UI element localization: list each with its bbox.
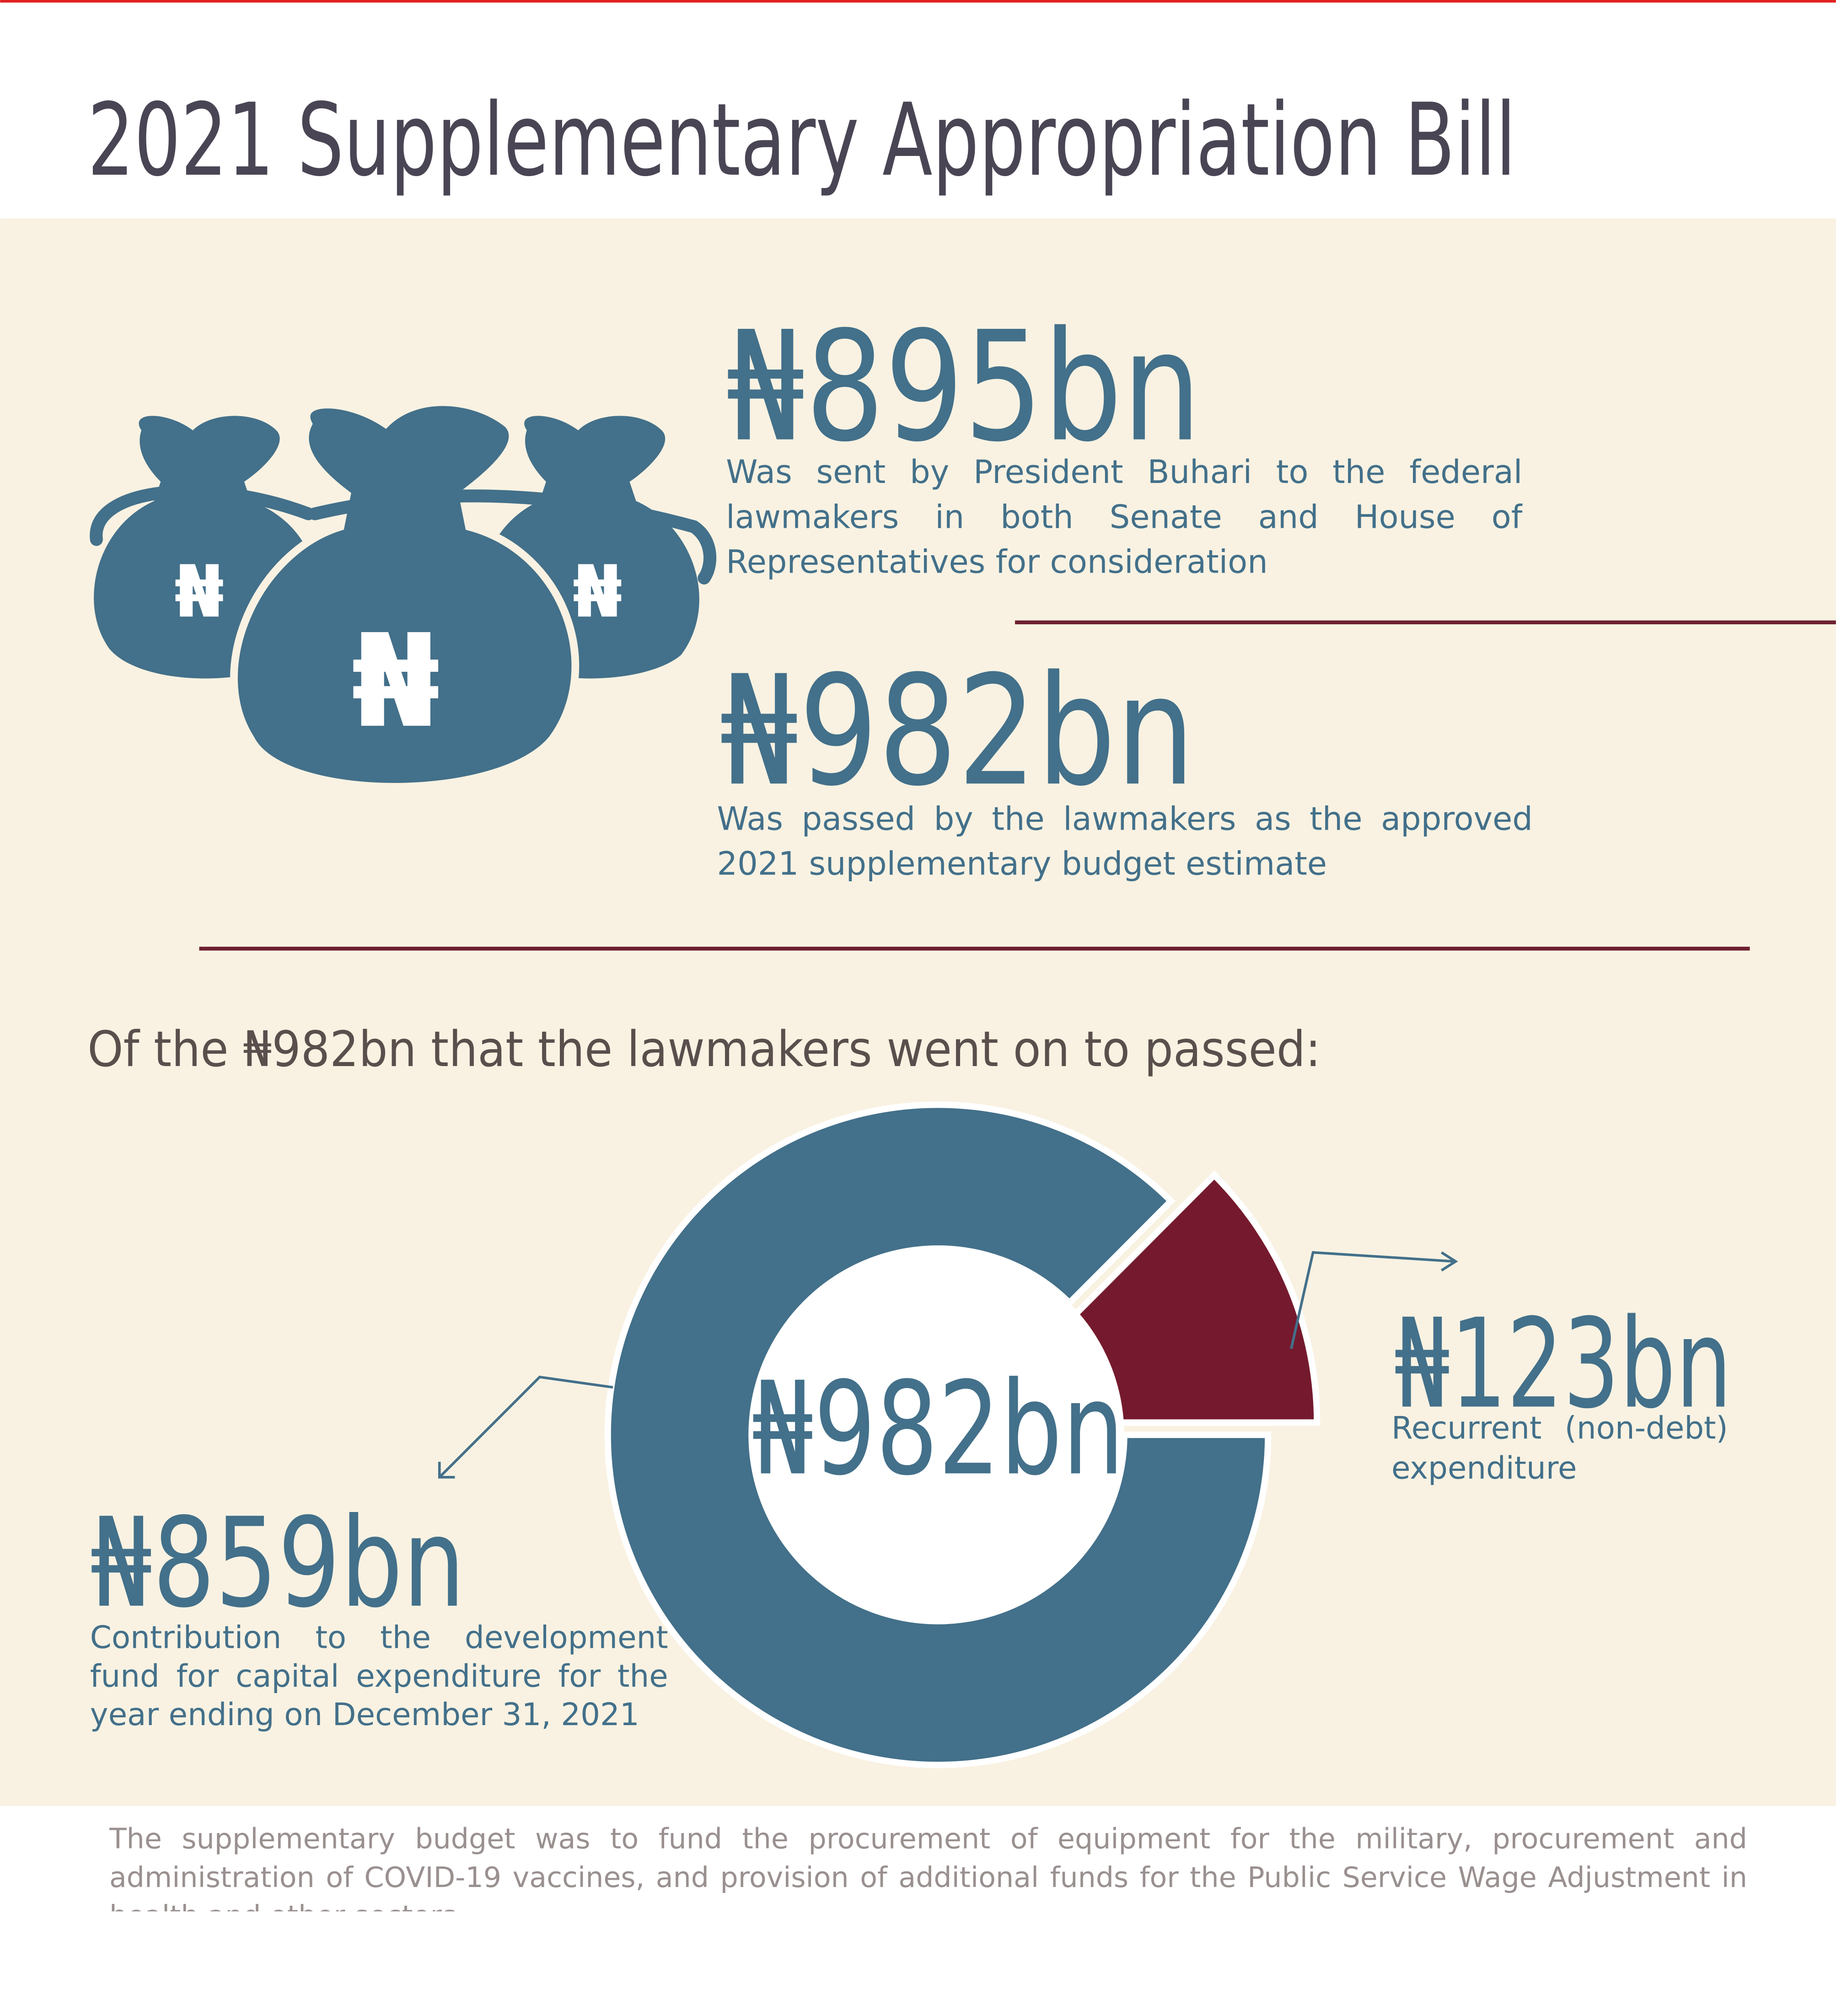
stat-description: Was passed by the lawmakers as the appro… <box>717 800 1533 883</box>
money-bags-icon: ₦ ₦ ₦ <box>90 398 717 791</box>
donut-hole <box>752 1249 1124 1621</box>
donut-chart: ₦982bn <box>604 1101 1321 1769</box>
footnote: The supplementary budget was to fund the… <box>109 1824 1747 1911</box>
stat-value: ₦895bn <box>726 299 1201 476</box>
top-rule <box>0 0 1836 3</box>
svg-text:₦: ₦ <box>573 550 623 634</box>
intro: Of the ₦982bn that the lawmakers went on… <box>87 1021 1321 1078</box>
divider <box>1015 620 1836 625</box>
center-label: ₦982bn <box>752 1355 1124 1504</box>
title: 2021 Supplementary Appropriation Bill <box>87 82 1516 198</box>
slice-value-label: ₦123bn <box>1394 1292 1732 1436</box>
stat-description: Was sent by President Buhari to the fede… <box>726 453 1523 581</box>
category-label: Recurrent (non-debt) expenditure <box>1391 1410 1728 1486</box>
footnote-box: The supplementary budget was to fund the… <box>109 1824 1747 1911</box>
callout-arrows <box>438 1251 1458 1479</box>
stat-text: Was passed by the lawmakers as the appro… <box>717 800 1533 883</box>
stat-text: Was sent by President Buhari to the fede… <box>726 453 1523 581</box>
svg-text:₦: ₦ <box>351 607 440 756</box>
divider <box>199 946 1750 951</box>
category-label: Contribution to the development fund for… <box>90 1619 668 1733</box>
stat-value: ₦982bn <box>719 643 1195 820</box>
slice-description: Contribution to the development fund for… <box>90 1619 668 1733</box>
svg-text:₦: ₦ <box>174 550 224 634</box>
slice-value-label: ₦859bn <box>90 1491 465 1635</box>
donut-slice <box>604 1101 1272 1769</box>
slice-description: Recurrent (non-debt) expenditure <box>1391 1410 1728 1486</box>
